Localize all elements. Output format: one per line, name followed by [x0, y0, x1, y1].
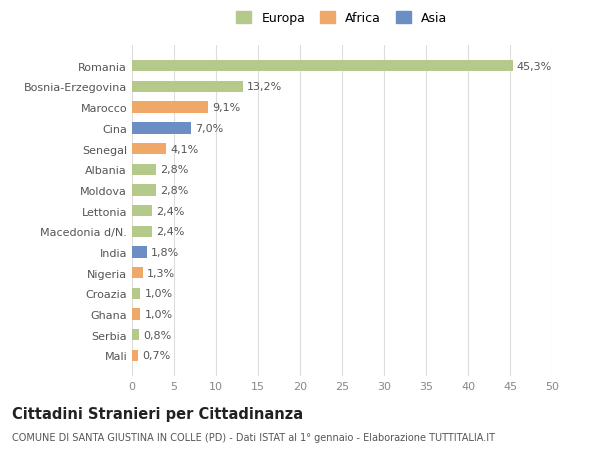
Text: 1,0%: 1,0% — [145, 309, 173, 319]
Bar — [132, 288, 140, 299]
Text: Cittadini Stranieri per Cittadinanza: Cittadini Stranieri per Cittadinanza — [12, 406, 303, 421]
Text: 2,8%: 2,8% — [160, 165, 188, 175]
Bar — [132, 185, 155, 196]
Text: 7,0%: 7,0% — [195, 123, 223, 134]
Bar — [132, 82, 243, 93]
Bar — [132, 268, 143, 279]
Bar — [132, 123, 191, 134]
Legend: Europa, Africa, Asia: Europa, Africa, Asia — [233, 9, 451, 29]
Bar — [132, 144, 166, 155]
Bar — [132, 164, 155, 175]
Bar — [132, 61, 512, 72]
Text: 0,7%: 0,7% — [142, 351, 170, 361]
Text: 1,8%: 1,8% — [151, 247, 179, 257]
Text: 2,4%: 2,4% — [157, 227, 185, 237]
Text: 1,3%: 1,3% — [147, 268, 175, 278]
Text: 9,1%: 9,1% — [212, 103, 241, 113]
Bar — [132, 247, 147, 258]
Text: 2,4%: 2,4% — [157, 206, 185, 216]
Text: 4,1%: 4,1% — [170, 144, 199, 154]
Bar — [132, 102, 208, 113]
Text: 13,2%: 13,2% — [247, 82, 283, 92]
Bar — [132, 350, 138, 361]
Text: 2,8%: 2,8% — [160, 185, 188, 196]
Bar — [132, 226, 152, 237]
Text: COMUNE DI SANTA GIUSTINA IN COLLE (PD) - Dati ISTAT al 1° gennaio - Elaborazione: COMUNE DI SANTA GIUSTINA IN COLLE (PD) -… — [12, 432, 495, 442]
Text: 45,3%: 45,3% — [517, 62, 552, 72]
Text: 1,0%: 1,0% — [145, 289, 173, 299]
Bar — [132, 309, 140, 320]
Bar — [132, 330, 139, 341]
Text: 0,8%: 0,8% — [143, 330, 171, 340]
Bar — [132, 206, 152, 217]
